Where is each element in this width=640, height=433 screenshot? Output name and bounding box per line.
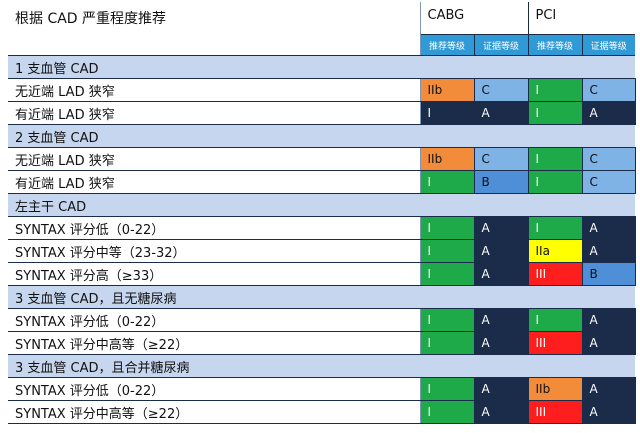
section-row: 2 支血管 CAD xyxy=(8,124,636,148)
pci-level-cell: A xyxy=(581,331,636,355)
pci-grade-cell: I xyxy=(527,170,583,194)
cabg-grade-cell: I xyxy=(419,239,475,263)
row-label: 无近端 LAD 狭窄 xyxy=(8,78,421,102)
pci-level-cell: A xyxy=(581,216,636,240)
row-label: 有近端 LAD 狭窄 xyxy=(8,101,421,125)
header-row-groups: 根据 CAD 严重程度推荐 CABG PCI xyxy=(8,2,636,56)
section-label: 1 支血管 CAD xyxy=(8,55,636,79)
pci-level-cell: C xyxy=(581,147,636,171)
header-row-subheads: 推荐等级 证据等级 推荐等级 证据等级 xyxy=(8,34,636,56)
pci-grade-cell: I xyxy=(527,101,583,125)
pci-level-cell: C xyxy=(581,170,636,194)
section-label: 左主干 CAD xyxy=(8,193,636,217)
cabg-level-cell: A xyxy=(473,308,529,332)
group-header-cabg: CABG xyxy=(419,2,529,35)
table-row: 无近端 LAD 狭窄 IIb C I C xyxy=(8,78,636,102)
table-row: SYNTAX 评分低（0-22） I A IIb A xyxy=(8,377,636,401)
table-row: SYNTAX 评分中等（23-32） I A IIa A xyxy=(8,239,636,263)
cabg-level-cell: C xyxy=(473,78,529,102)
section-label: 3 支血管 CAD，且无糖尿病 xyxy=(8,285,636,309)
table-row: SYNTAX 评分中高等（≥22） I A III A xyxy=(8,331,636,355)
pci-level-cell: A xyxy=(581,308,636,332)
cabg-grade-cell: I xyxy=(419,170,475,194)
table-title: 根据 CAD 严重程度推荐 xyxy=(8,2,421,56)
pci-grade-cell: IIa xyxy=(527,239,583,263)
pci-grade-cell: III xyxy=(527,331,583,355)
table-row: SYNTAX 评分低（0-22） I A I A xyxy=(8,308,636,332)
pci-grade-cell: I xyxy=(527,216,583,240)
group-header-pci: PCI xyxy=(527,2,636,35)
pci-grade-cell: I xyxy=(527,308,583,332)
row-label: SYNTAX 评分中高等（≥22） xyxy=(8,331,421,355)
row-label: SYNTAX 评分低（0-22） xyxy=(8,377,421,401)
table-row: SYNTAX 评分高（≥33） I A III B xyxy=(8,262,636,286)
pci-level-cell: A xyxy=(581,239,636,263)
subhead-cabg-grade: 推荐等级 xyxy=(419,34,474,56)
row-label: SYNTAX 评分高（≥33） xyxy=(8,262,421,286)
row-label: 有近端 LAD 狭窄 xyxy=(8,170,421,194)
section-label: 2 支血管 CAD xyxy=(8,124,636,148)
row-label: SYNTAX 评分低（0-22） xyxy=(8,308,421,332)
recommendation-table-container: 根据 CAD 严重程度推荐 CABG PCI 推荐等级 证据等级 推荐等级 证据… xyxy=(8,2,636,424)
section-row: 左主干 CAD xyxy=(8,193,636,217)
section-row: 3 支血管 CAD，且合并糖尿病 xyxy=(8,354,636,378)
table-row: SYNTAX 评分低（0-22） I A I A xyxy=(8,216,636,240)
pci-grade-cell: III xyxy=(527,400,583,424)
pci-level-cell: A xyxy=(581,377,636,401)
pci-grade-cell: I xyxy=(527,78,583,102)
row-label: SYNTAX 评分低（0-22） xyxy=(8,216,421,240)
cabg-grade-cell: I xyxy=(419,331,475,355)
pci-grade-cell: I xyxy=(527,147,583,171)
table-row: SYNTAX 评分中高等（≥22） I A III A xyxy=(8,400,636,424)
cabg-grade-cell: I xyxy=(419,101,475,125)
pci-level-cell: A xyxy=(581,400,636,424)
section-row: 3 支血管 CAD，且无糖尿病 xyxy=(8,285,636,309)
cabg-level-cell: C xyxy=(473,147,529,171)
cabg-grade-cell: I xyxy=(419,400,475,424)
pci-grade-cell: IIb xyxy=(527,377,583,401)
cabg-grade-cell: IIb xyxy=(419,78,475,102)
cabg-grade-cell: IIb xyxy=(419,147,475,171)
row-label: 无近端 LAD 狭窄 xyxy=(8,147,421,171)
pci-level-cell: C xyxy=(581,78,636,102)
section-row: 1 支血管 CAD xyxy=(8,55,636,79)
cabg-grade-cell: I xyxy=(419,262,475,286)
cabg-level-cell: A xyxy=(473,331,529,355)
subhead-pci-grade: 推荐等级 xyxy=(527,34,583,56)
subhead-pci-level: 证据等级 xyxy=(581,34,636,56)
cabg-grade-cell: I xyxy=(419,216,475,240)
row-label: SYNTAX 评分中等（23-32） xyxy=(8,239,421,263)
row-label: SYNTAX 评分中高等（≥22） xyxy=(8,400,421,424)
cabg-level-cell: A xyxy=(473,400,529,424)
cabg-level-cell: A xyxy=(473,239,529,263)
subhead-cabg-level: 证据等级 xyxy=(473,34,529,56)
table-body: 根据 CAD 严重程度推荐 CABG PCI 推荐等级 证据等级 推荐等级 证据… xyxy=(8,2,636,424)
cabg-grade-cell: I xyxy=(419,377,475,401)
table-row: 无近端 LAD 狭窄 IIb C I C xyxy=(8,147,636,171)
table-row: 有近端 LAD 狭窄 I B I C xyxy=(8,170,636,194)
cabg-level-cell: A xyxy=(473,377,529,401)
pci-level-cell: A xyxy=(581,101,636,125)
cabg-level-cell: A xyxy=(473,216,529,240)
cabg-level-cell: A xyxy=(473,101,529,125)
pci-level-cell: B xyxy=(581,262,636,286)
table-row: 有近端 LAD 狭窄 I A I A xyxy=(8,101,636,125)
cabg-grade-cell: I xyxy=(419,308,475,332)
section-label: 3 支血管 CAD，且合并糖尿病 xyxy=(8,354,636,378)
pci-grade-cell: III xyxy=(527,262,583,286)
cabg-level-cell: B xyxy=(473,170,529,194)
cabg-level-cell: A xyxy=(473,262,529,286)
recommendation-table: 根据 CAD 严重程度推荐 CABG PCI 推荐等级 证据等级 推荐等级 证据… xyxy=(8,2,636,424)
